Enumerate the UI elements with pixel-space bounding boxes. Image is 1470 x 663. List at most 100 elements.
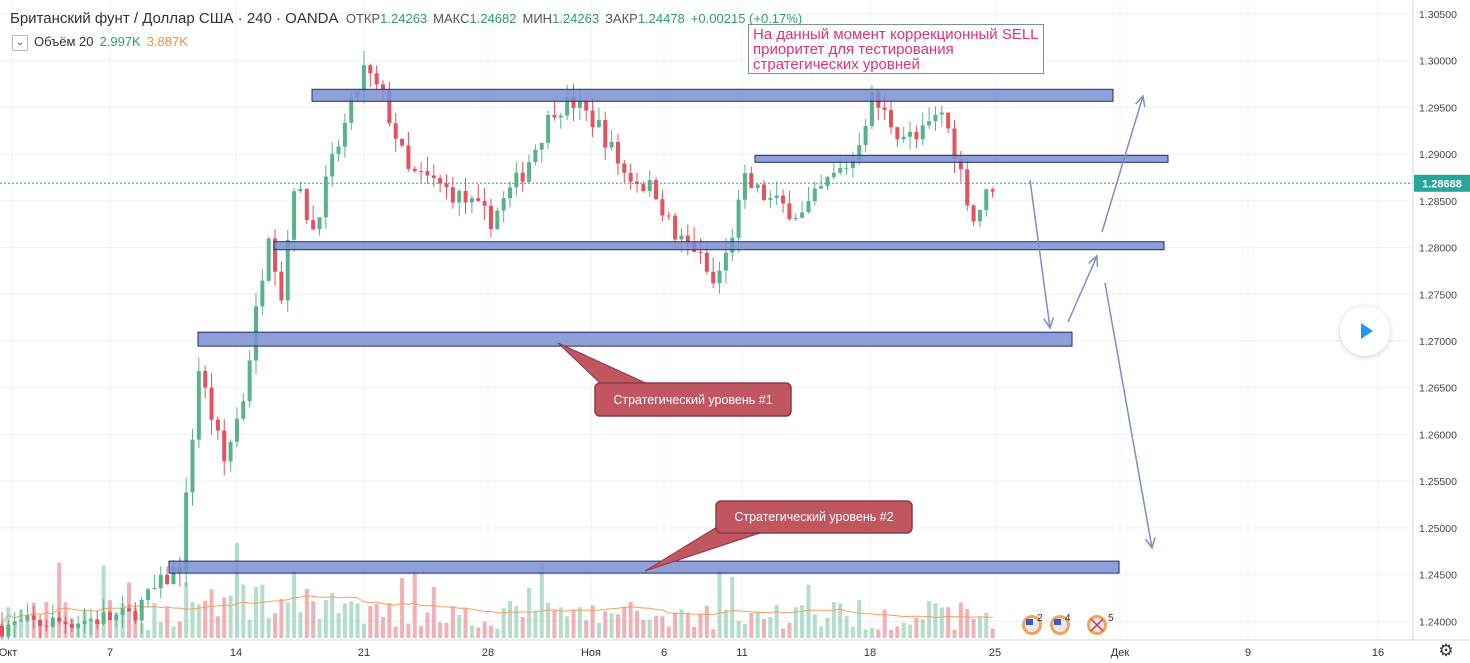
volume-bar: [514, 605, 519, 638]
candle-body: [469, 198, 474, 203]
callout-level-2-text: Стратегический уровень #2: [734, 510, 893, 524]
level-zones[interactable]: [168, 88, 1169, 574]
candle-body: [457, 190, 462, 203]
volume-bar: [266, 617, 271, 638]
event-badge-us[interactable]: 2: [1022, 613, 1043, 635]
volume-label[interactable]: Объём 20: [34, 34, 94, 49]
candle-body: [704, 252, 709, 272]
volume-bar: [704, 605, 709, 638]
volume-bar: [342, 603, 347, 638]
forecast-arrows[interactable]: [1029, 94, 1156, 550]
volume-bar: [317, 618, 322, 638]
candle-body: [647, 180, 652, 192]
candle-body: [95, 619, 100, 625]
forecast-arrow[interactable]: [1101, 95, 1144, 233]
event-badge-us[interactable]: 4: [1050, 613, 1071, 635]
candle-body: [736, 199, 741, 238]
candle-body: [393, 123, 398, 139]
time-tick-label: 7: [107, 647, 113, 659]
volume-bar: [425, 612, 430, 638]
ohlc-values: ОТКР1.24263 МАКС1.24682 МИН1.24263 ЗАКР1.24…: [346, 11, 808, 26]
forecast-arrow[interactable]: [1067, 255, 1098, 323]
candle-body: [552, 115, 557, 118]
volume-bar: [781, 628, 786, 638]
volume-bar: [520, 617, 525, 638]
candle-body: [520, 172, 525, 182]
candle-body: [209, 387, 214, 420]
volume-bar: [831, 602, 836, 638]
volume-bar: [596, 623, 601, 638]
volume-bar: [495, 628, 500, 638]
candle-body: [387, 90, 392, 124]
time-axis[interactable]: [0, 640, 1470, 663]
candle-body: [933, 114, 938, 122]
candle-body: [336, 146, 341, 154]
volume-bar: [946, 607, 951, 638]
eye-toggle-icon[interactable]: ⌄: [12, 34, 28, 51]
price-axis[interactable]: [1413, 0, 1470, 640]
volume-bar: [565, 616, 570, 638]
candle-body: [514, 172, 519, 188]
level-zone-1[interactable]: [311, 88, 1114, 102]
time-tick-label: 11: [736, 647, 747, 659]
candle-body: [501, 198, 506, 211]
level-zone-5[interactable]: [168, 560, 1120, 574]
volume-bar: [298, 612, 303, 638]
candle-body: [450, 187, 455, 203]
candle-body: [990, 189, 995, 192]
level-zone-4[interactable]: [197, 331, 1073, 347]
volume-bar: [615, 614, 620, 638]
candle-body: [952, 128, 957, 160]
time-tick-label: 25: [989, 647, 1001, 659]
event-badges[interactable]: 2 4 5: [1022, 613, 1114, 635]
volume-bar: [381, 616, 385, 638]
volume-bar: [908, 624, 913, 638]
callout-level-2[interactable]: Стратегический уровень #2: [644, 500, 913, 572]
candle-body: [901, 136, 906, 140]
event-badge-gb[interactable]: 5: [1087, 613, 1114, 635]
play-button[interactable]: [1340, 306, 1390, 356]
candle-body: [241, 401, 246, 419]
forecast-arrow[interactable]: [1029, 179, 1051, 329]
level-zone-2[interactable]: [754, 154, 1169, 163]
volume-bar: [698, 613, 703, 638]
annotation-note[interactable]: На данный момент коррекционный SELL прио…: [748, 24, 1044, 74]
candle-body: [590, 110, 595, 128]
volume-bar: [984, 612, 989, 638]
volume-bar: [215, 616, 220, 638]
volume-bar: [177, 621, 182, 638]
candle-body: [666, 215, 671, 217]
candle-body: [285, 239, 290, 301]
candle-body: [654, 180, 659, 200]
volume-bar: [368, 605, 373, 638]
volume-value-2: 3.887K: [146, 34, 188, 49]
volume-bar: [882, 609, 887, 638]
volume-bar: [285, 602, 290, 638]
gear-icon[interactable]: ⚙: [1438, 641, 1454, 660]
callout-level-1[interactable]: Стратегический уровень #1: [557, 342, 792, 417]
candle-body: [50, 617, 55, 627]
candle-body: [615, 141, 620, 164]
volume-bar: [527, 588, 532, 638]
volume-bar: [279, 598, 284, 638]
forecast-arrow-head: [1135, 94, 1146, 107]
time-tick-label: 21: [358, 647, 370, 659]
volume-bar: [374, 603, 379, 638]
candle-body: [444, 183, 449, 188]
candle-body: [800, 212, 805, 218]
candle-body: [673, 215, 678, 240]
level-zone-3[interactable]: [273, 241, 1165, 251]
candle-body: [222, 430, 227, 462]
volume-bar: [584, 620, 589, 638]
volume-legend: ⌄ Объём 20 2.997K 3.887K: [12, 34, 188, 51]
symbol-title[interactable]: Британский фунт / Доллар США · 240 · OAN…: [10, 10, 338, 27]
volume-bar: [57, 562, 62, 638]
candle-body: [908, 131, 913, 137]
volume-bar: [774, 605, 779, 638]
candle-body: [215, 419, 220, 431]
forecast-arrow[interactable]: [1104, 282, 1153, 549]
volume-bar: [755, 611, 760, 638]
volume-bar: [203, 600, 208, 638]
high-value: 1.24682: [469, 11, 517, 26]
